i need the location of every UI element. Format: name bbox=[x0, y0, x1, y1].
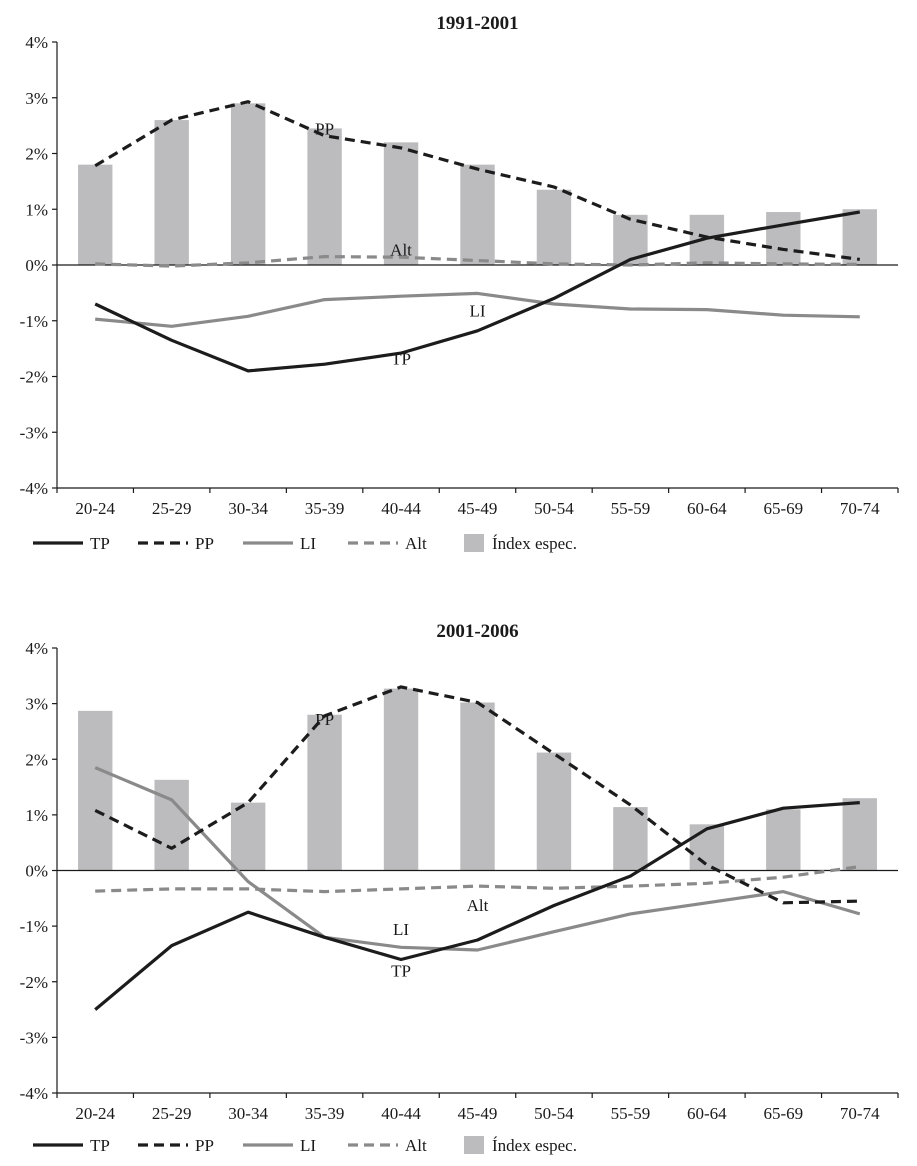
bar-20-24 bbox=[78, 710, 113, 871]
annotation-li: LI bbox=[393, 920, 409, 939]
legend-label-tp: TP bbox=[90, 534, 110, 553]
bar-45-49 bbox=[460, 164, 495, 265]
legend-label-tp: TP bbox=[90, 1136, 110, 1155]
legend-label-li: LI bbox=[300, 534, 316, 553]
x-tick-label: 45-49 bbox=[458, 499, 498, 518]
x-tick-label: 70-74 bbox=[840, 499, 880, 518]
x-tick-label: 45-49 bbox=[458, 1104, 498, 1123]
annotation-alt: Alt bbox=[467, 896, 489, 915]
y-tick-label: -3% bbox=[20, 423, 48, 442]
legend-swatch-index bbox=[464, 534, 484, 552]
y-tick-label: -1% bbox=[20, 312, 48, 331]
y-tick-label: 1% bbox=[25, 806, 48, 825]
y-tick-label: 2% bbox=[25, 145, 48, 164]
x-tick-label: 30-34 bbox=[228, 499, 268, 518]
annotation-tp: TP bbox=[391, 350, 411, 369]
x-tick-label: 20-24 bbox=[75, 499, 115, 518]
bar-45-49 bbox=[460, 702, 495, 871]
bar-40-44 bbox=[383, 142, 419, 265]
legend-swatch-index bbox=[464, 1136, 484, 1154]
bar-35-39 bbox=[307, 128, 342, 265]
legend-label-li: LI bbox=[300, 1136, 316, 1155]
annotation-li: LI bbox=[469, 302, 485, 321]
bar-30-34 bbox=[230, 103, 266, 265]
y-tick-label: 4% bbox=[25, 33, 48, 52]
series-line-li bbox=[95, 291, 860, 328]
chart-panel-1: 1991-2001 4% 3% 2% 1% 0% -1% -2% -3% -4% 20-24 25-2… bbox=[20, 13, 899, 553]
x-tick-label: 30-34 bbox=[228, 1104, 268, 1123]
x-tick-label: 40-44 bbox=[381, 1104, 421, 1123]
y-tick-label: 3% bbox=[25, 695, 48, 714]
y-tick-label: 3% bbox=[25, 89, 48, 108]
annotation-pp: PP bbox=[315, 710, 334, 729]
x-tick-label: 65-69 bbox=[763, 1104, 803, 1123]
x-tick-label: 25-29 bbox=[152, 1104, 192, 1123]
y-tick-label: 2% bbox=[25, 750, 48, 769]
legend-label-pp: PP bbox=[195, 534, 214, 553]
series-line-tp bbox=[94, 210, 861, 373]
x-tick-label: 50-54 bbox=[534, 499, 574, 518]
y-tick-label: 1% bbox=[25, 200, 48, 219]
bar-40-44 bbox=[383, 688, 419, 871]
series-line-pp bbox=[94, 685, 860, 905]
bar-65-69 bbox=[766, 212, 801, 265]
annotation-pp: PP bbox=[315, 119, 334, 138]
y-tick-label: 4% bbox=[25, 639, 48, 658]
y-tick-label: -4% bbox=[20, 479, 48, 498]
bar-50-54 bbox=[536, 752, 572, 871]
bar-60-64 bbox=[689, 824, 725, 871]
y-tick-label: 0% bbox=[25, 256, 48, 275]
bar-35-39 bbox=[307, 714, 342, 871]
bar-65-69 bbox=[766, 809, 801, 871]
x-tick-label: 40-44 bbox=[381, 499, 421, 518]
bar-70-74 bbox=[842, 798, 877, 871]
y-tick-label: 0% bbox=[25, 862, 48, 881]
chart-panel-2: 2001-2006 4% 3% 2% 1% 0% -1% -2% -3% -4% 20-24 25-2… bbox=[20, 621, 899, 1155]
x-tick-label: 55-59 bbox=[611, 1104, 651, 1123]
x-tick-label: 50-54 bbox=[534, 1104, 574, 1123]
bar-25-29 bbox=[154, 120, 189, 265]
bar-20-24 bbox=[78, 164, 113, 265]
legend-label-index: Índex espec. bbox=[492, 534, 577, 553]
series-line-tp bbox=[94, 801, 860, 1011]
x-tick-label: 65-69 bbox=[763, 499, 803, 518]
series-line-pp bbox=[94, 100, 861, 261]
chart-title: 2001-2006 bbox=[436, 621, 518, 642]
bar-30-34 bbox=[230, 802, 266, 871]
x-tick-label: 70-74 bbox=[840, 1104, 880, 1123]
y-tick-label: -1% bbox=[20, 917, 48, 936]
x-tick-label: 20-24 bbox=[75, 1104, 115, 1123]
x-tick-label: 60-64 bbox=[687, 499, 727, 518]
x-tick-label: 60-64 bbox=[687, 1104, 727, 1123]
x-tick-label: 35-39 bbox=[305, 1104, 345, 1123]
y-tick-label: -2% bbox=[20, 368, 48, 387]
y-tick-label: -2% bbox=[20, 973, 48, 992]
bar-50-54 bbox=[536, 189, 572, 265]
annotation-alt: Alt bbox=[390, 240, 412, 259]
y-tick-label: -3% bbox=[20, 1028, 48, 1047]
legend-label-alt: Alt bbox=[405, 1136, 427, 1155]
legend-label-pp: PP bbox=[195, 1136, 214, 1155]
x-tick-label: 55-59 bbox=[611, 499, 651, 518]
chart-title: 1991-2001 bbox=[436, 13, 518, 34]
series-line-li bbox=[94, 766, 861, 952]
bar-70-74 bbox=[842, 209, 877, 265]
y-tick-label: -4% bbox=[20, 1084, 48, 1103]
x-tick-label: 35-39 bbox=[305, 499, 345, 518]
bar-55-59 bbox=[613, 807, 648, 871]
legend-label-alt: Alt bbox=[405, 534, 427, 553]
x-tick-label: 25-29 bbox=[152, 499, 192, 518]
annotation-tp: TP bbox=[391, 962, 411, 981]
legend-label-index: Índex espec. bbox=[492, 1136, 577, 1155]
